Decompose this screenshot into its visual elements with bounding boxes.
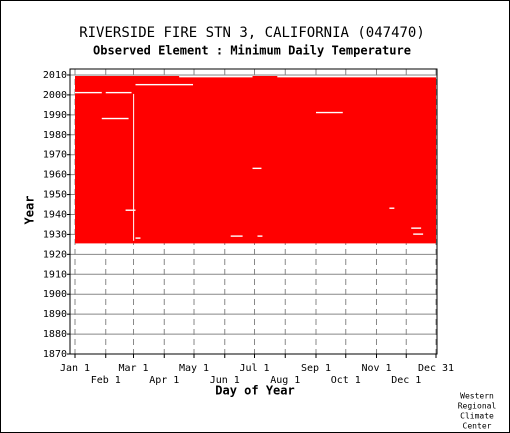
data-gap xyxy=(230,235,243,237)
data-gap xyxy=(389,207,395,209)
data-gap xyxy=(411,227,422,229)
y-tick-label: 1940 xyxy=(43,209,67,220)
y-tick-label: 1880 xyxy=(43,329,67,340)
data-gap xyxy=(413,233,424,235)
plot-frame xyxy=(69,68,438,355)
x-tick-label: Apr 1 xyxy=(149,375,179,386)
credit: Regional xyxy=(458,402,497,411)
data-gap xyxy=(315,111,343,114)
y-tick-label: 1970 xyxy=(43,150,67,161)
x-tick-label: Sep 1 xyxy=(301,363,331,374)
y-tick-label: 1890 xyxy=(43,309,67,320)
x-tick-label: Aug 1 xyxy=(270,375,300,386)
x-tick-label: Nov 1 xyxy=(361,363,391,374)
y-tick-label: 1950 xyxy=(43,190,67,201)
y-tick-label: 2010 xyxy=(43,70,67,81)
data-gap xyxy=(101,117,129,120)
data-gap xyxy=(75,91,102,94)
data-gap xyxy=(135,237,141,239)
x-tick-label: May 1 xyxy=(179,363,209,374)
data-gap xyxy=(105,91,132,94)
credit: Climate xyxy=(460,412,494,421)
x-tick-label: Dec 31 xyxy=(418,363,454,374)
y-tick-label: 1920 xyxy=(43,249,67,260)
data-gap xyxy=(133,93,135,241)
x-tick-label: Jan 1 xyxy=(60,363,90,374)
y-tick-label: 1990 xyxy=(43,110,67,121)
x-tick-label: Mar 1 xyxy=(118,363,148,374)
y-tick-label: 1900 xyxy=(43,289,67,300)
data-gap xyxy=(135,83,194,86)
x-tick-label: Jun 1 xyxy=(210,375,240,386)
credit: Western xyxy=(460,392,494,401)
y-axis-title: Year xyxy=(23,196,37,225)
x-axis-title: Day of Year xyxy=(215,384,294,398)
data-gap xyxy=(277,75,436,78)
data-gap xyxy=(125,209,136,211)
x-tick-label: Oct 1 xyxy=(331,375,361,386)
y-tick-label: 1930 xyxy=(43,229,67,240)
y-tick-label: 1870 xyxy=(43,349,67,360)
y-tick-label: 1980 xyxy=(43,130,67,141)
data-gap xyxy=(252,167,262,170)
chart-title: RIVERSIDE FIRE STN 3, CALIFORNIA (047470… xyxy=(79,25,425,41)
data-coverage xyxy=(75,75,436,244)
x-tick-label: Dec 1 xyxy=(391,375,421,386)
x-tick-label: Feb 1 xyxy=(91,375,121,386)
chart-subtitle: Observed Element : Minimum Daily Tempera… xyxy=(93,44,411,58)
y-tick-label: 1910 xyxy=(43,269,67,280)
data-gap xyxy=(179,75,253,78)
credit: Center xyxy=(463,422,492,431)
x-tick-label: Jul 1 xyxy=(239,363,269,374)
y-tick-label: 2000 xyxy=(43,90,67,101)
data-gap xyxy=(257,235,263,237)
y-tick-label: 1960 xyxy=(43,170,67,181)
